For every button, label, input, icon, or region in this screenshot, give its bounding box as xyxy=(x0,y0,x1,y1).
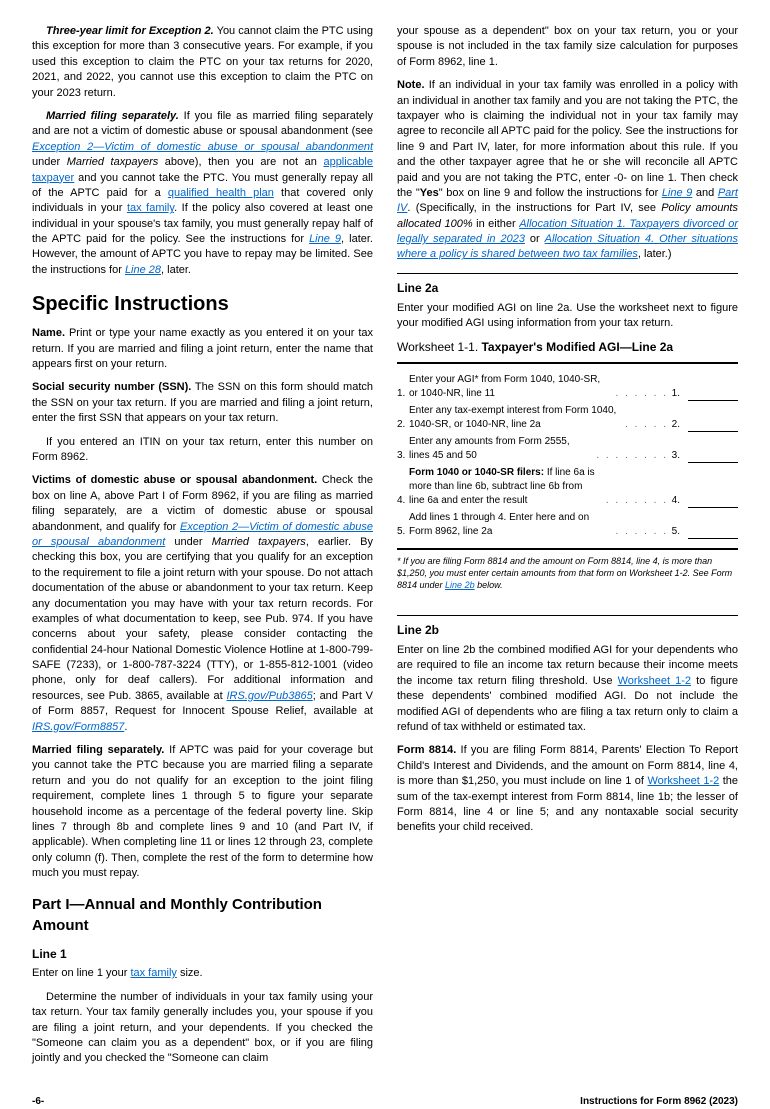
heading-part1: Part I—Annual and Monthly Contribution A… xyxy=(32,894,373,936)
para-8814: Form 8814. If you are filing Form 8814, … xyxy=(397,743,738,835)
para-line1: Enter on line 1 your tax family size. xyxy=(32,966,373,981)
para-itin: If you entered an ITIN on your tax retur… xyxy=(32,435,373,466)
para-line2b: Enter on line 2b the combined modified A… xyxy=(397,643,738,735)
link-worksheet12[interactable]: Worksheet 1-2 xyxy=(618,675,691,687)
footer-doc-title: Instructions for Form 8962 (2023) xyxy=(580,1095,738,1109)
para-victims: Victims of domestic abuse or spousal aba… xyxy=(32,473,373,735)
para-three-year: Three-year limit for Exception 2. You ca… xyxy=(32,24,373,101)
para-name: Name. Print or type your name exactly as… xyxy=(32,326,373,372)
worksheet-1-1: 1.Enter your AGI* from Form 1040, 1040-S… xyxy=(397,362,738,550)
left-column: Three-year limit for Exception 2. You ca… xyxy=(32,24,373,1075)
link-pub3865[interactable]: IRS.gov/Pub3865 xyxy=(227,690,313,702)
page-footer: -6- Instructions for Form 8962 (2023) xyxy=(32,1095,738,1109)
right-column: your spouse as a dependent" box on your … xyxy=(397,24,738,1075)
para-mfs-2: Married filing separately. If APTC was p… xyxy=(32,743,373,882)
link-exception2[interactable]: Exception 2—Victim of domestic abuse or … xyxy=(32,141,373,153)
link-tax-family[interactable]: tax family xyxy=(127,202,174,214)
link-qhp[interactable]: qualified health plan xyxy=(168,187,274,199)
link-line2b-note[interactable]: Line 2b xyxy=(445,580,475,590)
two-column-layout: Three-year limit for Exception 2. You ca… xyxy=(32,24,738,1075)
worksheet-footnote: * If you are filing Form 8814 and the am… xyxy=(397,556,738,591)
worksheet-title: Worksheet 1-1. Taxpayer's Modified AGI—L… xyxy=(397,339,738,356)
para-ssn: Social security number (SSN). The SSN on… xyxy=(32,380,373,426)
page-number: -6- xyxy=(32,1095,44,1109)
heading-line1: Line 1 xyxy=(32,946,373,963)
para-spouse-continue: your spouse as a dependent" box on your … xyxy=(397,24,738,70)
para-note: Note. If an individual in your tax famil… xyxy=(397,78,738,263)
para-line2a: Enter your modified AGI on line 2a. Use … xyxy=(397,301,738,332)
link-tax-family-2[interactable]: tax family xyxy=(130,967,176,979)
link-line28[interactable]: Line 28 xyxy=(125,264,161,276)
heading-line2a: Line 2a xyxy=(397,273,738,297)
para-mfs-1: Married filing separately. If you file a… xyxy=(32,109,373,278)
link-form8857[interactable]: IRS.gov/Form8857 xyxy=(32,721,124,733)
link-worksheet12b[interactable]: Worksheet 1-2 xyxy=(647,775,719,787)
para-determine: Determine the number of individuals in y… xyxy=(32,990,373,1067)
link-line9b[interactable]: Line 9 xyxy=(662,187,693,199)
heading-line2b: Line 2b xyxy=(397,615,738,639)
heading-specific-instructions: Specific Instructions xyxy=(32,290,373,318)
link-line9[interactable]: Line 9 xyxy=(309,233,341,245)
